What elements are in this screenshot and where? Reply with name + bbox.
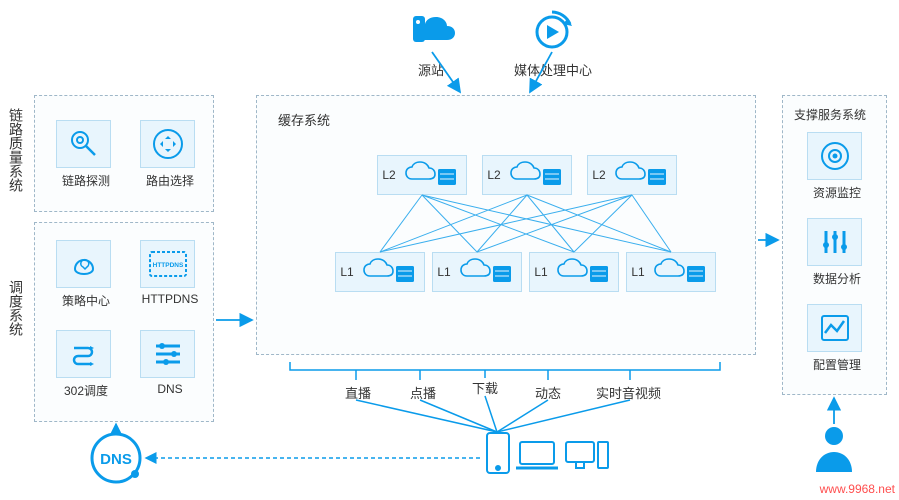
svc-av: 实时音视频	[596, 383, 661, 402]
tile-302: 302调度	[56, 330, 116, 399]
cache-l1-node-0: L1	[335, 252, 425, 292]
tile-302-label: 302调度	[56, 382, 116, 399]
device-desktop-icon	[566, 442, 608, 468]
tile-link-probe: 链路探测	[56, 120, 116, 189]
tile-route-label: 路由选择	[140, 172, 200, 189]
svc-download: 下载	[472, 378, 498, 397]
cache-l2-node-1: L2	[482, 155, 572, 195]
cache-l2-node-2: L2	[587, 155, 677, 195]
user-icon	[816, 427, 852, 472]
cache-l1-node-3: L1	[626, 252, 716, 292]
media-center-icon	[537, 12, 572, 47]
tile-dns-label: DNS	[140, 382, 200, 396]
origin-icon	[413, 16, 455, 42]
tile-monitor: 资源监控	[807, 132, 867, 201]
support-title: 支撑服务系统	[794, 106, 866, 123]
tile-link-probe-label: 链路探测	[56, 172, 116, 189]
link-quality-title: 链路质量系统	[6, 108, 26, 192]
tile-config: 配置管理	[807, 304, 867, 373]
device-mobile-icon	[487, 433, 509, 473]
tile-httpdns: HTTPDNS HTTPDNS	[140, 240, 200, 306]
svc-dynamic: 动态	[535, 383, 561, 402]
cache-l1-node-1: L1	[432, 252, 522, 292]
tile-analytics-label: 数据分析	[807, 270, 867, 287]
tile-route: 路由选择	[140, 120, 200, 189]
tile-dns: DNS	[140, 330, 200, 396]
tile-policy-label: 策略中心	[56, 292, 116, 309]
cache-title: 缓存系统	[278, 110, 330, 129]
watermark: www.9968.net	[820, 482, 895, 496]
cache-l2-node-0: L2	[377, 155, 467, 195]
device-laptop-icon	[516, 442, 558, 468]
tile-analytics: 数据分析	[807, 218, 867, 287]
tile-policy: 策略中心	[56, 240, 116, 309]
svc-live: 直播	[345, 383, 371, 402]
cache-l1-node-2: L1	[529, 252, 619, 292]
dispatch-title: 调度系统	[6, 280, 26, 336]
media-center-label: 媒体处理中心	[508, 60, 598, 79]
tile-monitor-label: 资源监控	[807, 184, 867, 201]
svg-text:HTTPDNS: HTTPDNS	[152, 262, 183, 269]
tile-httpdns-label: HTTPDNS	[140, 292, 200, 306]
svc-vod: 点播	[410, 383, 436, 402]
dns-circle-icon: DNS	[92, 434, 140, 482]
svg-text:DNS: DNS	[100, 451, 132, 468]
cache-panel	[256, 95, 756, 355]
origin-label: 源站	[406, 60, 456, 79]
tile-config-label: 配置管理	[807, 356, 867, 373]
